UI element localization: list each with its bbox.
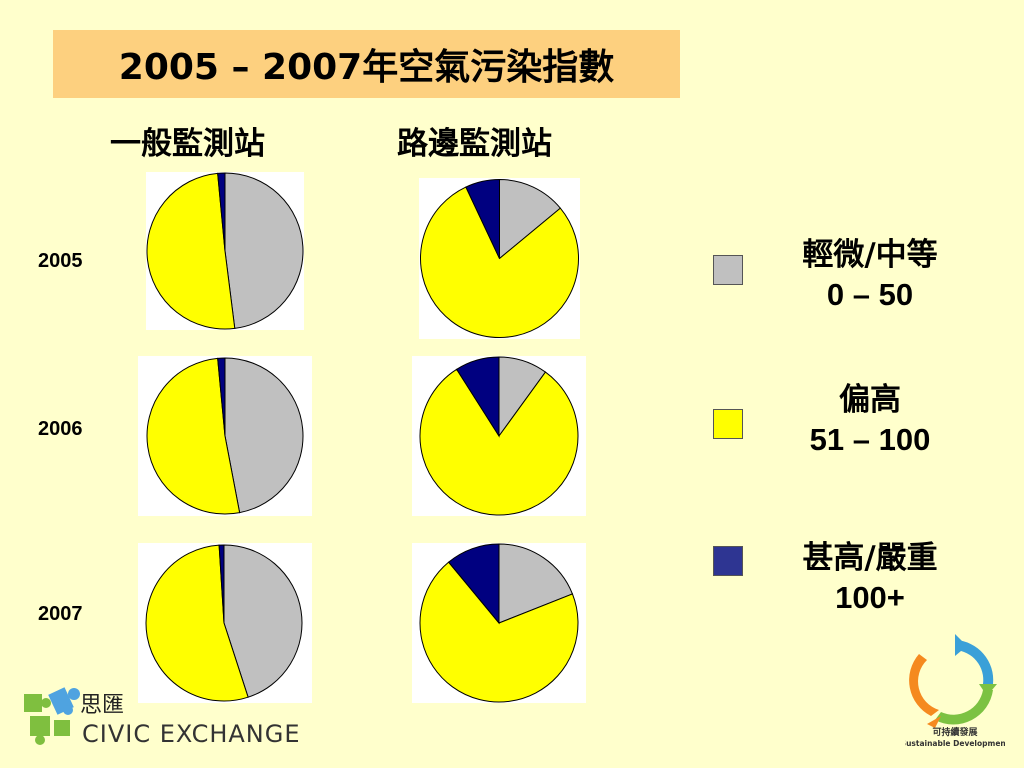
- pie-roadside-2007: [412, 543, 586, 703]
- pie-chart-svg: [146, 357, 304, 515]
- pie-slice-high: [419, 368, 579, 516]
- sustainable-development-logo: 可持續發展 Sustainable Development: [905, 634, 1005, 748]
- civic-exchange-logo: 思匯 CIVIC EXCHANGE: [24, 687, 301, 748]
- pie-general-2005: [146, 172, 304, 330]
- legend-name-low: 輕微/中等: [802, 237, 938, 273]
- legend-name-high: 偏高: [839, 382, 901, 418]
- pie-slice-low: [223, 544, 303, 698]
- legend-range-high: 51 – 100: [809, 422, 931, 457]
- pie-chart-svg: [145, 544, 303, 702]
- pie-roadside-2005: [419, 178, 580, 339]
- legend-swatch-severe: [713, 546, 743, 576]
- title-box: 2005 – 2007年空氣污染指數: [53, 30, 680, 98]
- pie-slice-low: [498, 543, 574, 624]
- pie-chart-svg: [419, 543, 579, 703]
- pie-slice-high: [145, 544, 249, 702]
- pie-slice-severe: [217, 357, 226, 437]
- year-label-2005: 2005: [38, 250, 83, 272]
- legend-entry-low: 輕微/中等 0 – 50: [770, 235, 970, 315]
- legend-range-low: 0 – 50: [826, 277, 914, 312]
- svg-text:Sustainable Development: Sustainable Development: [905, 739, 1005, 748]
- pie-slice-severe: [465, 178, 500, 259]
- pie-roadside-2006: [412, 356, 586, 516]
- pie-slice-high: [419, 561, 579, 703]
- svg-text:CIVIC EXCHANGE: CIVIC EXCHANGE: [82, 720, 301, 748]
- page-title: 2005 – 2007年空氣污染指數: [118, 47, 615, 88]
- pie-slice-high: [146, 357, 241, 515]
- year-label-2007: 2007: [38, 603, 83, 625]
- year-label-2006: 2006: [38, 418, 83, 440]
- pie-chart-svg: [419, 356, 579, 516]
- column-header-general: 一般監測站: [110, 126, 265, 162]
- legend-name-severe: 甚高/嚴重: [802, 540, 938, 576]
- puzzle-icon: [24, 687, 80, 745]
- legend-entry-severe: 甚高/嚴重 100+: [770, 538, 970, 618]
- pie-slice-low: [224, 357, 304, 514]
- pie-slice-low: [224, 172, 304, 329]
- pie-slice-severe: [217, 172, 226, 252]
- pie-chart-svg: [420, 178, 579, 338]
- legend-range-severe: 100+: [835, 580, 905, 615]
- recycle-arrows-icon: [909, 634, 997, 728]
- svg-text:思匯: 思匯: [80, 693, 124, 718]
- pie-slice-high: [146, 172, 236, 330]
- pie-slice-high: [420, 186, 579, 338]
- legend-swatch-high: [713, 409, 743, 439]
- pie-slice-severe: [455, 356, 500, 438]
- svg-text:可持續發展: 可持續發展: [932, 726, 977, 738]
- pie-chart-svg: [146, 172, 304, 330]
- pie-slice-severe: [218, 544, 225, 624]
- pie-slice-low: [499, 178, 562, 260]
- legend-entry-high: 偏高 51 – 100: [770, 380, 970, 460]
- legend-swatch-low: [713, 255, 743, 285]
- pie-general-2006: [138, 356, 312, 516]
- pie-slice-severe: [447, 543, 500, 625]
- column-header-roadside: 路邊監測站: [397, 126, 552, 162]
- pie-general-2007: [138, 543, 312, 703]
